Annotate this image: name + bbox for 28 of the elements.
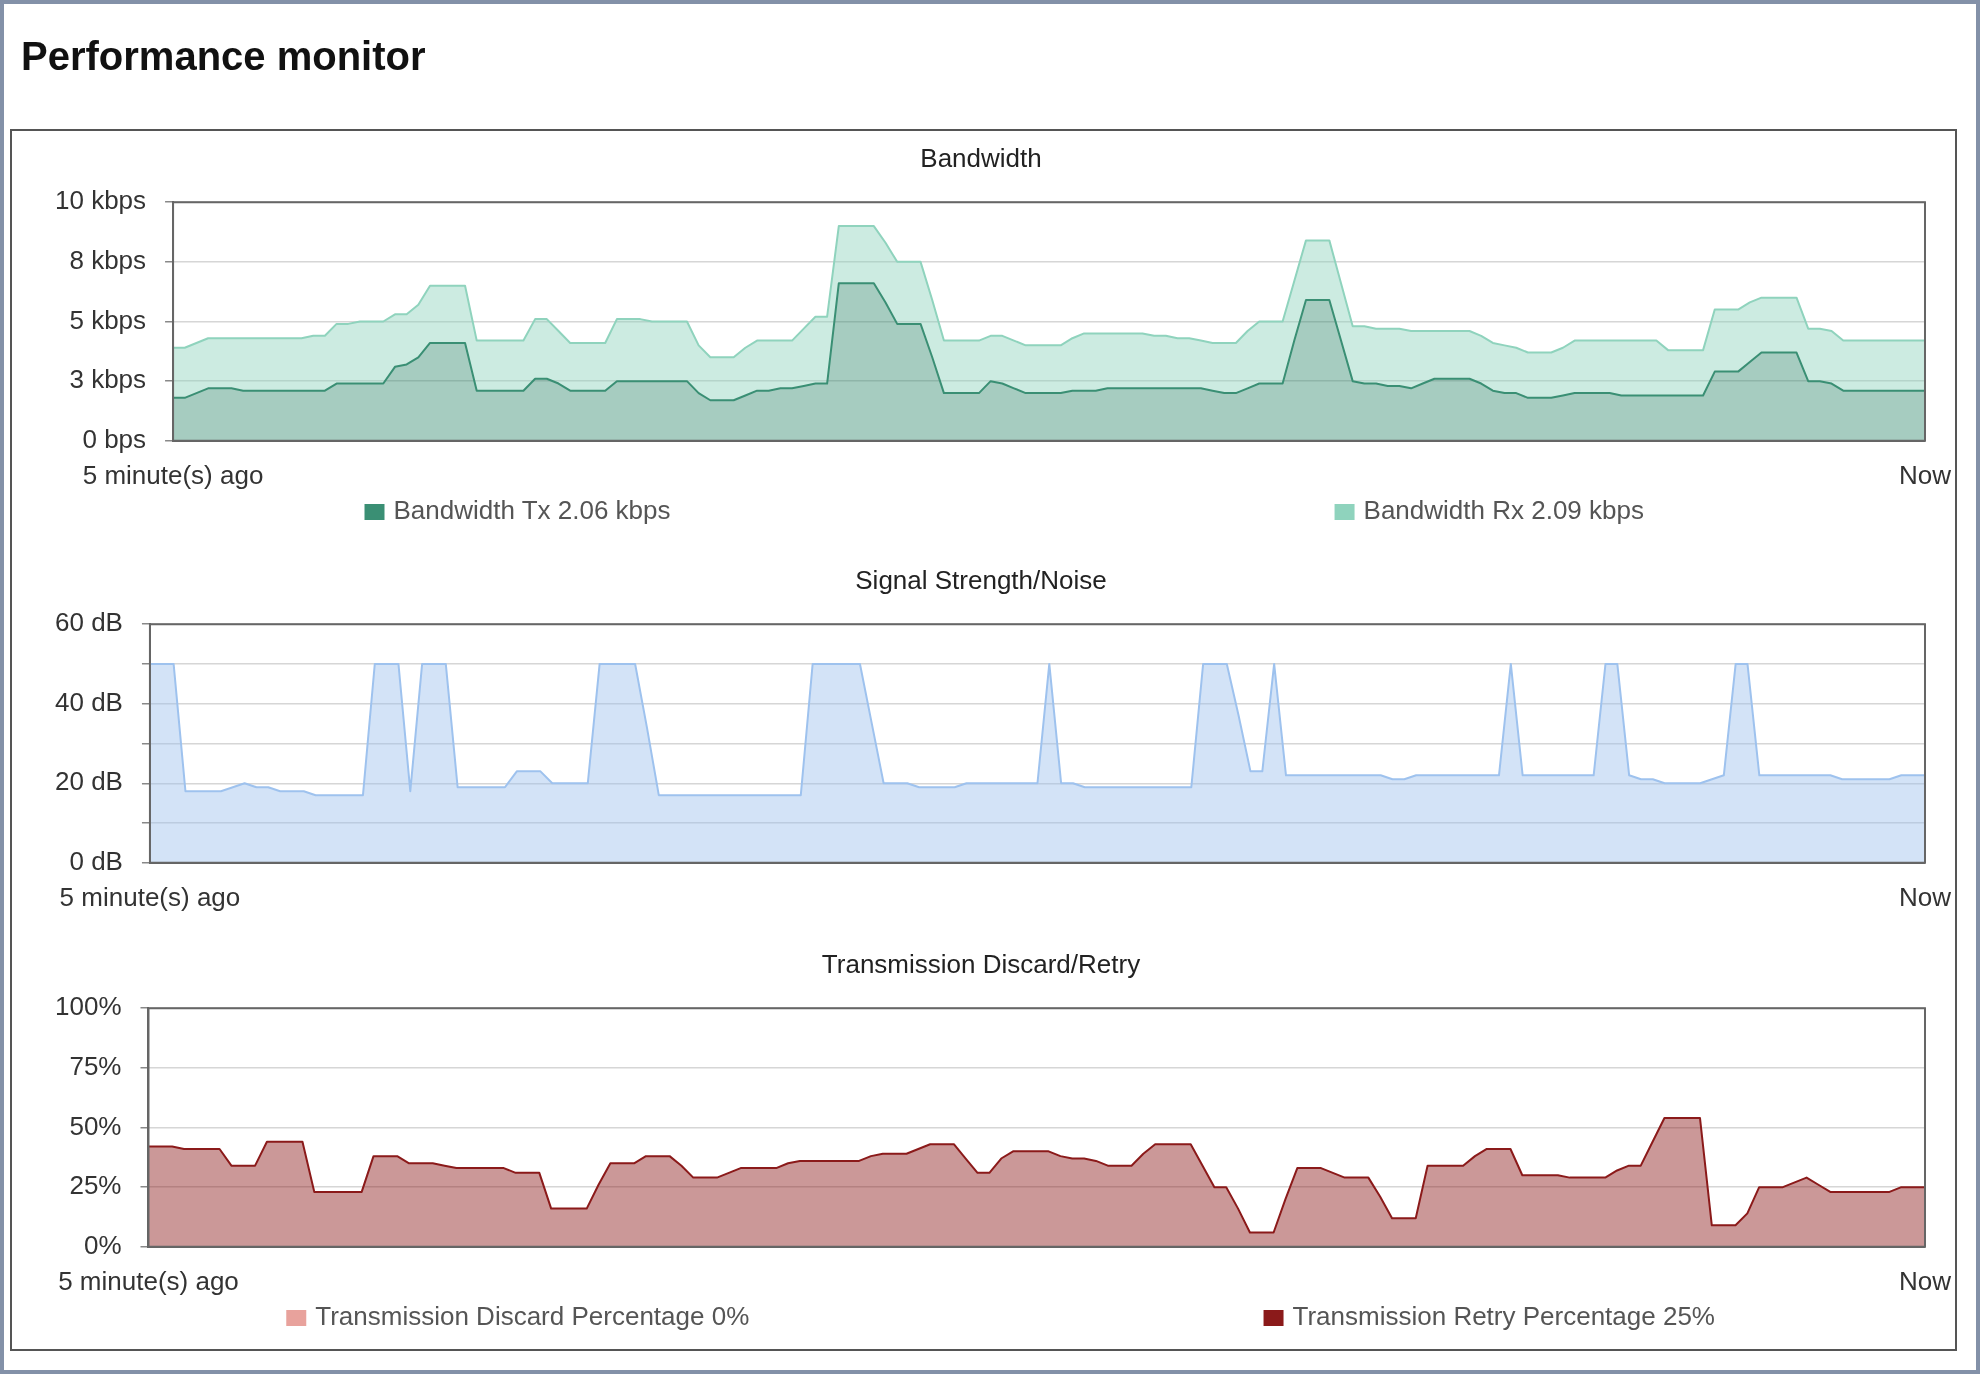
y-tick-label: 0% [83, 1229, 122, 1260]
x-tick-label: Now [1898, 881, 1952, 912]
y-tick-label: 100% [55, 991, 122, 1022]
x-tick-label: Now [1898, 1265, 1952, 1296]
y-tick-label: 25% [69, 1170, 122, 1201]
y-tick-label: 60 dB [54, 607, 123, 638]
y-tick-label: 40 dB [54, 686, 123, 717]
chart-title: Transmission Discard/Retry [821, 948, 1141, 979]
x-tick-label: 5 minute(s) ago [58, 1265, 239, 1296]
y-tick-label: 3 kbps [69, 364, 147, 395]
chart-title: Signal Strength/Noise [855, 564, 1107, 595]
y-tick-label: 0 dB [69, 845, 123, 876]
y-tick-label: 50% [69, 1110, 122, 1141]
chart-title: Bandwidth [920, 142, 1042, 173]
x-tick-label: Now [1898, 459, 1952, 490]
y-tick-label: 75% [69, 1051, 122, 1082]
y-tick-label: 5 kbps [69, 304, 147, 335]
legend-label: Bandwidth Rx 2.09 kbps [1363, 495, 1644, 526]
y-tick-label: 10 kbps [54, 185, 147, 216]
legend-label: Bandwidth Tx 2.06 kbps [393, 495, 671, 526]
y-tick-label: 0 bps [82, 423, 147, 454]
legend-label: Transmission Retry Percentage 25% [1292, 1301, 1715, 1332]
y-tick-label: 8 kbps [69, 245, 147, 276]
x-tick-label: 5 minute(s) ago [82, 459, 264, 490]
text: Performance monitor [21, 33, 426, 79]
y-tick-label: 20 dB [54, 766, 123, 797]
x-tick-label: 5 minute(s) ago [59, 881, 241, 912]
legend-label: Transmission Discard Percentage 0% [315, 1301, 750, 1332]
